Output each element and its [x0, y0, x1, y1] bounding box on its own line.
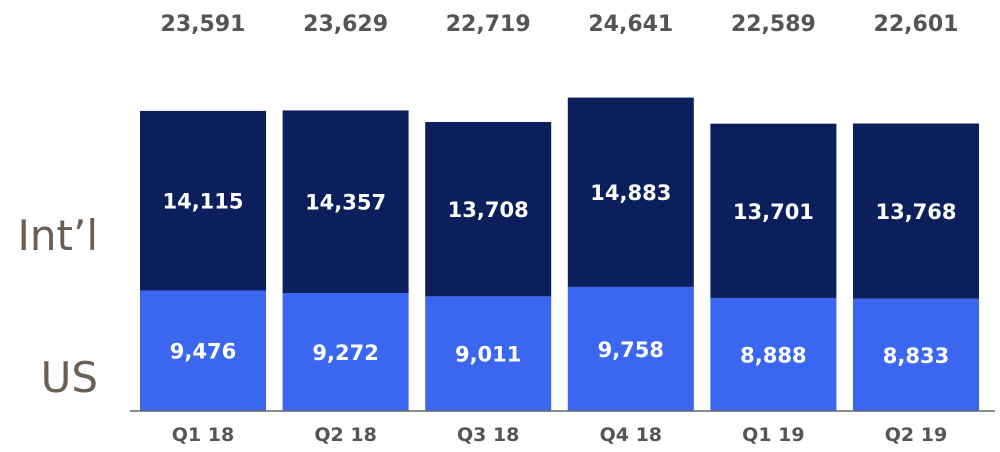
total-label: 22,589: [731, 12, 816, 37]
bar-us: [710, 297, 837, 411]
bar-us: [853, 298, 979, 411]
bar-intl: [710, 123, 837, 298]
x-tick-label: Q3 18: [457, 424, 519, 446]
x-tick-label: Q1 19: [742, 424, 804, 446]
data-label-us: 9,011: [455, 343, 521, 367]
bar-intl: [282, 110, 409, 294]
bar-intl: [853, 123, 979, 299]
data-label-intl: 13,701: [733, 200, 814, 224]
data-label-intl: 14,115: [162, 190, 243, 214]
bar-us: [567, 286, 694, 411]
data-label-intl: 14,357: [305, 191, 386, 215]
bar-us: [425, 296, 552, 411]
x-tick-label: Q4 18: [600, 424, 662, 446]
data-label-us: 9,272: [312, 341, 378, 365]
bar-us: [140, 290, 266, 411]
legend-label-intl: Int’l: [18, 211, 99, 260]
x-tick-label: Q1 18: [172, 424, 234, 446]
data-label-intl: 13,768: [875, 200, 956, 224]
x-tick-label: Q2 19: [885, 424, 947, 446]
x-tick-label: Q2 18: [314, 424, 376, 446]
labels-group: 9,476 14,115 23,591 Q1 18 9,272 14,357 23,629 Q…: [161, 12, 959, 446]
legend-label-us: US: [41, 353, 98, 402]
bar-intl: [567, 97, 694, 287]
bar-intl: [425, 122, 552, 297]
data-label-intl: 13,708: [448, 198, 529, 222]
data-label-us: 8,888: [740, 343, 806, 367]
bars-group: [140, 97, 979, 411]
bar-us: [282, 293, 409, 411]
total-label: 23,629: [303, 12, 388, 37]
data-label-us: 8,833: [883, 344, 949, 368]
data-label-intl: 14,883: [590, 181, 671, 205]
total-label: 24,641: [588, 12, 673, 37]
data-label-us: 9,758: [598, 338, 664, 362]
bar-intl: [140, 110, 266, 291]
total-label: 22,601: [874, 12, 959, 37]
total-label: 23,591: [161, 12, 246, 37]
data-label-us: 9,476: [170, 340, 236, 364]
total-label: 22,719: [446, 12, 531, 37]
